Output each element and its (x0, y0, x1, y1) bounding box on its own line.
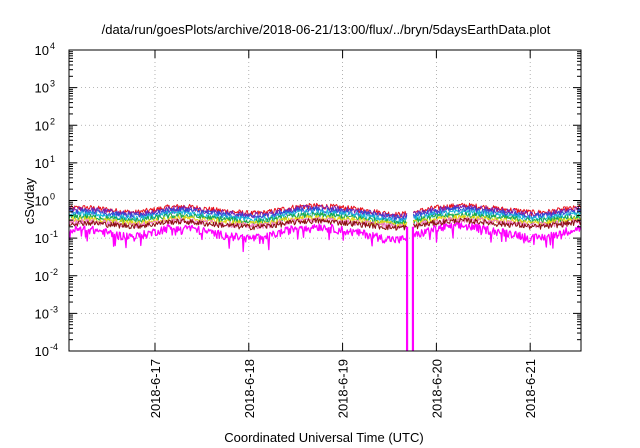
y-tick-exponent: -2 (50, 267, 58, 277)
y-tick-label: 10 (35, 231, 49, 246)
y-tick-exponent: 3 (50, 79, 55, 89)
y-tick-label: 10 (35, 306, 49, 321)
y-tick-label: 10 (35, 156, 49, 171)
y-tick-label: 10 (35, 81, 49, 96)
y-tick-label: 10 (35, 344, 49, 359)
y-tick-exponent: -4 (50, 342, 58, 352)
y-tick-exponent: -1 (50, 229, 58, 239)
x-tick-label: 2018-6-18 (242, 359, 257, 418)
y-tick-exponent: 1 (50, 154, 55, 164)
y-tick-label: 10 (35, 118, 49, 133)
grid (69, 50, 581, 351)
series-group (69, 202, 581, 253)
x-axis: 2018-6-17 2018-6-18 2018-6-19 2018-6-20 2018… (148, 50, 538, 418)
y-axis-label: cSv/day (22, 177, 37, 224)
x-axis-label: Coordinated Universal Time (UTC) (224, 430, 423, 445)
y-tick-label: 10 (35, 194, 49, 209)
y-tick-label: 10 (35, 43, 49, 58)
y-tick-exponent: 4 (50, 41, 55, 51)
y-tick-exponent: 2 (50, 116, 55, 126)
y-tick-label: 10 (35, 269, 49, 284)
series-line (69, 222, 581, 253)
x-tick-label: 2018-6-17 (148, 359, 163, 418)
chart-title: /data/run/goesPlots/archive/2018-06-21/1… (102, 22, 551, 37)
x-tick-label: 2018-6-19 (336, 359, 351, 418)
y-tick-exponent: -3 (50, 304, 58, 314)
y-tick-exponent: 0 (50, 192, 55, 202)
series-line (69, 217, 581, 231)
x-tick-label: 2018-6-20 (429, 359, 444, 418)
x-tick-label: 2018-6-21 (523, 359, 538, 418)
gap-spikes (405, 226, 415, 351)
